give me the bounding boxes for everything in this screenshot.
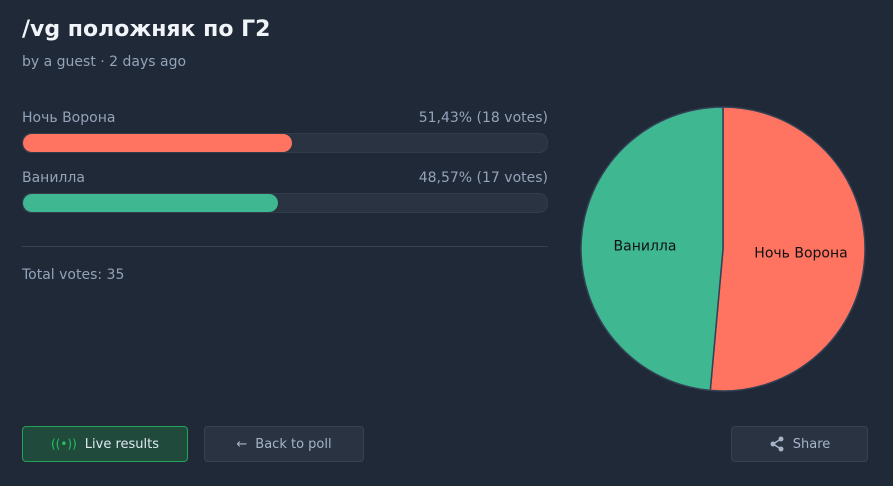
pie-label: Ночь Ворона [754, 246, 847, 262]
total-votes: Total votes: 35 [22, 267, 125, 283]
live-results-label: Live results [84, 436, 160, 452]
pie-label: Ванилла [614, 238, 677, 254]
share-icon [770, 436, 784, 452]
option-label: Ванилла [22, 170, 85, 186]
poll-meta: by a guest · 2 days ago [22, 54, 187, 70]
back-to-poll-label: Back to poll [255, 436, 332, 452]
live-results-button[interactable]: ((•)) Live results [22, 426, 188, 462]
arrow-left-icon: ← [236, 436, 248, 452]
progress-bar [22, 133, 548, 153]
option-result-text: 51,43% (18 votes) [418, 110, 548, 126]
pie-slice [709, 106, 866, 392]
divider [22, 246, 548, 247]
broadcast-icon: ((•)) [50, 437, 77, 451]
option-result: Ночь Ворона 51,43% (18 votes) [22, 110, 548, 153]
pie-chart: Ночь Ворона Ванилла [580, 106, 866, 392]
progress-bar [22, 193, 548, 213]
progress-fill [23, 134, 293, 152]
share-button[interactable]: Share [731, 426, 868, 462]
option-label: Ночь Ворона [22, 110, 116, 126]
progress-fill [23, 194, 278, 212]
option-result: Ванилла 48,57% (17 votes) [22, 170, 548, 213]
page-title: /vg положняк по Г2 [22, 17, 271, 42]
option-result-text: 48,57% (17 votes) [418, 170, 548, 186]
share-label: Share [792, 436, 831, 452]
pie-slice [580, 106, 724, 392]
back-to-poll-button[interactable]: ← Back to poll [204, 426, 364, 462]
